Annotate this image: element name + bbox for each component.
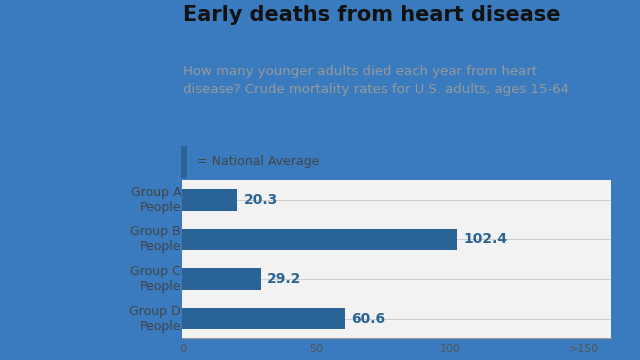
Text: Group A
People: Group A People	[131, 186, 181, 214]
Text: Early deaths from heart disease: Early deaths from heart disease	[184, 5, 561, 26]
Bar	[182, 189, 237, 211]
Text: Group B
People: Group B People	[131, 225, 181, 253]
FancyBboxPatch shape	[180, 146, 187, 178]
Text: 20.3: 20.3	[243, 193, 278, 207]
Text: Group C
People: Group C People	[131, 265, 181, 293]
Bar	[182, 308, 345, 329]
Text: 60.6: 60.6	[351, 312, 386, 325]
Text: Group D
People: Group D People	[129, 305, 181, 333]
Text: How many younger adults died each year from heart
disease? Crude mortality rates: How many younger adults died each year f…	[184, 65, 570, 96]
Text: 29.2: 29.2	[268, 272, 301, 286]
Text: 102.4: 102.4	[463, 233, 508, 246]
Bar	[182, 229, 457, 250]
Bar	[182, 268, 260, 290]
Text: = National Average: = National Average	[196, 156, 319, 168]
